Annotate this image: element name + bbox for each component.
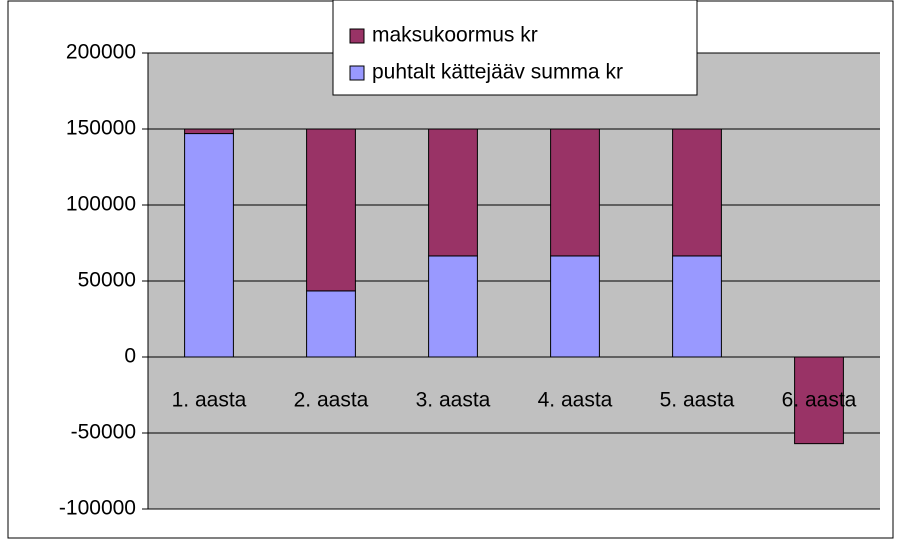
bar-segment bbox=[184, 128, 234, 135]
bar-segment bbox=[550, 255, 600, 358]
legend-swatch bbox=[349, 28, 365, 44]
y-tick-label: -50000 bbox=[71, 421, 136, 444]
x-tick-label: 5. aasta bbox=[660, 389, 735, 412]
bar-segment bbox=[306, 290, 356, 358]
bar-segment bbox=[672, 128, 722, 257]
legend-label: puhtalt kättejääv summa kr bbox=[372, 61, 623, 84]
bar-segment bbox=[428, 128, 478, 257]
bar-segment bbox=[306, 128, 356, 292]
x-tick-label: 1. aasta bbox=[172, 389, 247, 412]
bar-segment bbox=[672, 255, 722, 358]
y-tick-label: 50000 bbox=[78, 269, 136, 292]
legend-box bbox=[332, 0, 698, 96]
y-tick-label: 0 bbox=[124, 345, 136, 368]
bar-segment bbox=[428, 255, 478, 358]
y-tick-label: -100000 bbox=[59, 497, 136, 520]
y-tick-label: 200000 bbox=[66, 41, 136, 64]
x-tick-label: 4. aasta bbox=[538, 389, 613, 412]
y-tick-label: 100000 bbox=[66, 193, 136, 216]
x-tick-label: 3. aasta bbox=[416, 389, 491, 412]
x-tick-label: 6. aasta bbox=[782, 389, 857, 412]
x-tick-label: 2. aasta bbox=[294, 389, 369, 412]
bar-segment bbox=[550, 128, 600, 257]
y-tick-label: 150000 bbox=[66, 117, 136, 140]
legend-label: maksukoormus kr bbox=[372, 24, 538, 47]
legend-swatch bbox=[349, 65, 365, 81]
bar-segment bbox=[184, 133, 234, 358]
